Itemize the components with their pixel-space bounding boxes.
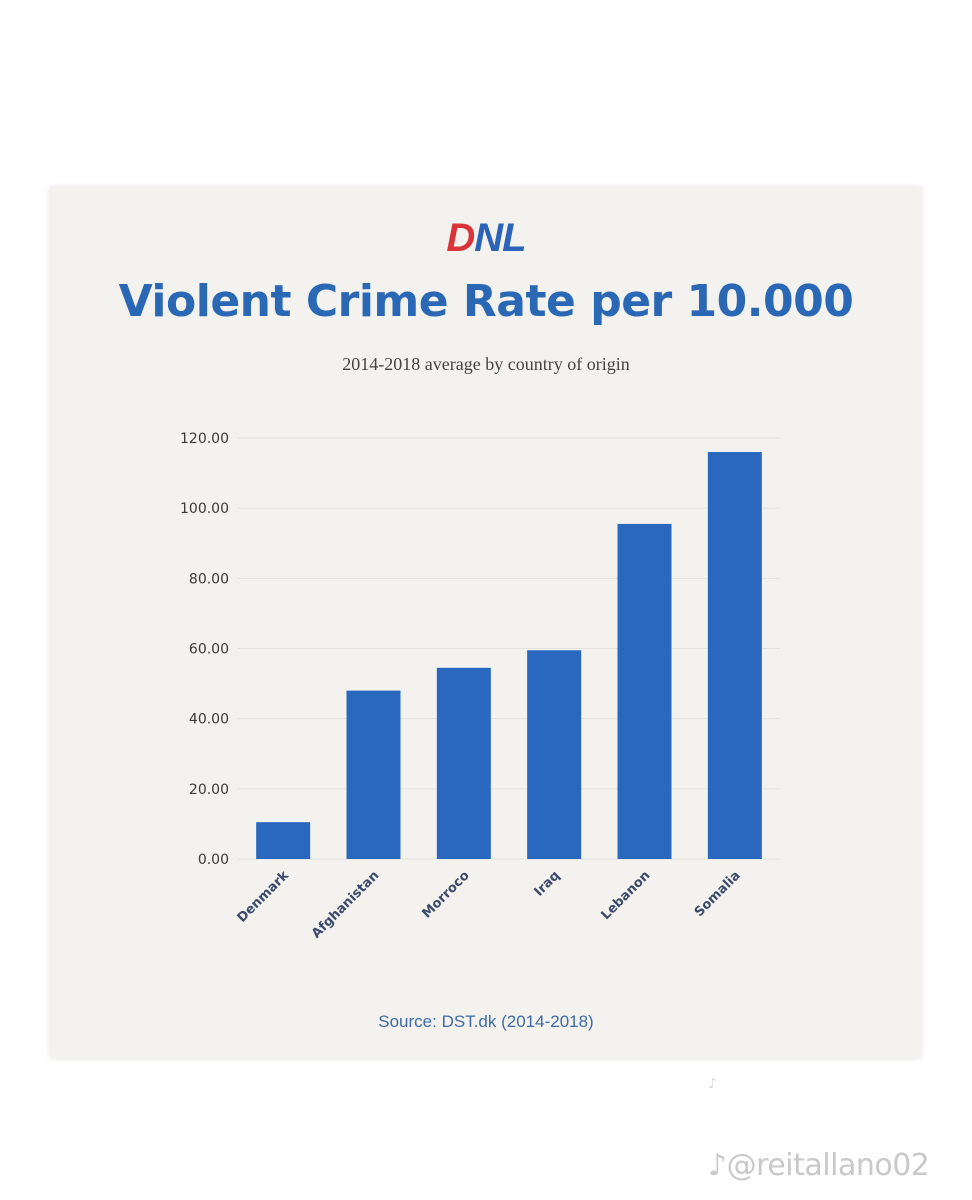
bar-iraq <box>527 650 582 859</box>
x-category-label: Iraq <box>532 868 563 899</box>
grid-lines <box>238 437 780 860</box>
y-tick-label: 60.00 <box>189 642 229 658</box>
logo-letter-d: D <box>446 216 475 260</box>
x-category-label: Denmark <box>235 868 293 926</box>
chart-card <box>50 187 921 1058</box>
x-axis-category-labels: Denmark Afghanistan Morroco Iraq Lebanon Soma… <box>235 868 744 942</box>
y-tick-label: 80.00 <box>189 571 229 587</box>
dnl-logo: DNL <box>0 216 972 261</box>
chart-subtitle: 2014-2018 average by country of origin <box>342 354 630 374</box>
x-category-label: Afghanistan <box>309 868 382 941</box>
watermark-handle: @reitallano02 <box>726 1148 930 1183</box>
tiktok-watermark: ♪@reitallano02 <box>708 1148 930 1183</box>
logo-letters-nl: NL <box>474 216 526 260</box>
bar-somalia <box>707 452 762 859</box>
y-tick-label: 0.00 <box>198 852 229 868</box>
y-tick-label: 20.00 <box>189 782 229 798</box>
x-category-label: Somalia <box>692 868 744 920</box>
bars <box>256 452 762 859</box>
chart-title: Violent Crime Rate per 10.000 <box>118 276 854 327</box>
x-category-label: Morroco <box>419 868 472 921</box>
bar-lebanon <box>617 523 672 859</box>
bar-afghanistan <box>346 690 401 859</box>
x-category-label: Lebanon <box>598 868 653 923</box>
watermark-faint-icon: ♪ <box>708 1076 717 1092</box>
y-tick-label: 120.00 <box>180 431 229 447</box>
source-note: Source: DST.dk (2014-2018) <box>378 1012 594 1031</box>
y-tick-label: 40.00 <box>189 712 229 728</box>
y-axis-tick-labels: 0.00 20.00 40.00 60.00 80.00 100.00 120.00 <box>180 431 229 868</box>
y-tick-label: 100.00 <box>180 501 229 517</box>
tiktok-icon: ♪ <box>708 1148 727 1183</box>
bar-denmark <box>256 822 311 859</box>
bar-morroco <box>436 667 491 859</box>
